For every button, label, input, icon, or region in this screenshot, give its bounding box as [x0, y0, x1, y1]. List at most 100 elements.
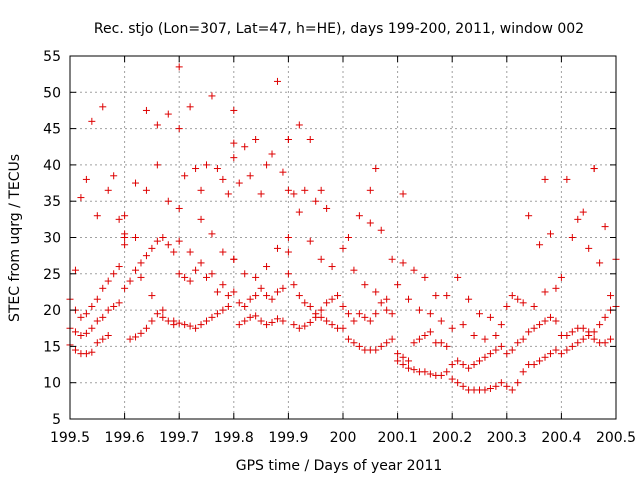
data-point [508, 346, 516, 354]
data-point [508, 292, 516, 300]
data-point [465, 295, 473, 303]
data-point [246, 295, 254, 303]
data-point [557, 350, 565, 358]
data-point [454, 357, 462, 365]
data-point [312, 197, 320, 205]
data-point [164, 110, 172, 118]
data-point [224, 190, 232, 198]
data-point [99, 313, 107, 321]
data-point [71, 266, 79, 274]
y-tick-label: 55 [43, 49, 61, 65]
data-point [115, 215, 123, 223]
x-tick-labels: 199.5 199.6 199.7 199.8 199.9 200 200.1 200.2 20… [50, 430, 636, 446]
data-point [372, 165, 380, 173]
data-point [596, 259, 604, 267]
data-point [132, 333, 140, 341]
data-point [366, 317, 374, 325]
data-point [459, 382, 467, 390]
data-point [476, 357, 483, 365]
data-point [503, 350, 511, 358]
y-tick-label: 10 [43, 376, 61, 392]
data-point [197, 259, 205, 267]
x-tick-label: 200.1 [378, 430, 418, 446]
data-point [230, 139, 238, 147]
data-point [585, 244, 593, 252]
data-point [175, 270, 183, 278]
y-tick-label: 40 [43, 158, 61, 174]
data-point [454, 273, 462, 281]
data-point [192, 165, 200, 173]
data-point [197, 321, 205, 329]
data-point [104, 332, 112, 340]
data-point [590, 335, 598, 343]
data-point [323, 317, 331, 325]
data-point [142, 252, 150, 260]
data-point [361, 281, 369, 289]
data-point [213, 288, 221, 296]
data-point [252, 273, 260, 281]
data-point [290, 190, 298, 198]
data-point [93, 295, 101, 303]
data-point [519, 335, 527, 343]
x-axis-label: GPS time / Days of year 2011 [236, 458, 443, 474]
data-point [546, 350, 554, 358]
data-point [273, 315, 281, 323]
data-point [208, 92, 216, 100]
data-point [503, 382, 511, 390]
data-point [481, 353, 489, 361]
data-point [383, 306, 391, 314]
data-point [454, 379, 462, 387]
data-point [306, 318, 314, 326]
data-point [115, 299, 123, 307]
data-point [344, 335, 352, 343]
data-point [153, 161, 161, 169]
data-point [323, 299, 331, 307]
data-point [295, 121, 303, 129]
data-point [142, 106, 150, 114]
y-axis-label: STEC from uqrg / TECUs [7, 154, 23, 322]
data-point [568, 342, 576, 350]
data-point [596, 321, 604, 329]
data-point [306, 237, 314, 245]
data-point [443, 342, 451, 350]
data-point [492, 332, 500, 340]
data-point [437, 371, 445, 379]
data-point [186, 277, 194, 285]
data-point [459, 321, 467, 329]
data-point [481, 386, 489, 394]
data-point [437, 317, 445, 325]
data-point [525, 212, 533, 220]
y-tick-label: 45 [43, 122, 61, 138]
data-point [601, 223, 609, 231]
data-point [208, 313, 216, 321]
data-point [301, 299, 309, 307]
data-point [372, 346, 380, 354]
data-point [88, 302, 96, 310]
data-point [268, 150, 276, 158]
data-point [170, 248, 178, 256]
data-point [421, 368, 429, 376]
data-point [235, 299, 243, 307]
data-point [514, 379, 522, 387]
grid [70, 56, 616, 419]
data-point [317, 186, 325, 194]
data-point [246, 172, 254, 180]
data-point [263, 263, 271, 271]
data-point [257, 284, 265, 292]
data-point [142, 186, 150, 194]
data-point [175, 204, 183, 212]
data-point [350, 317, 358, 325]
data-point [530, 324, 538, 332]
data-point [405, 295, 413, 303]
data-point [77, 194, 85, 202]
data-point [235, 179, 243, 187]
data-point [230, 255, 238, 263]
x-tick-label: 199.7 [159, 430, 199, 446]
data-point [273, 288, 281, 296]
data-point [219, 248, 227, 256]
data-point [421, 273, 429, 281]
data-point [164, 197, 172, 205]
data-point [552, 317, 560, 325]
data-point [486, 350, 494, 358]
data-point [426, 370, 434, 378]
